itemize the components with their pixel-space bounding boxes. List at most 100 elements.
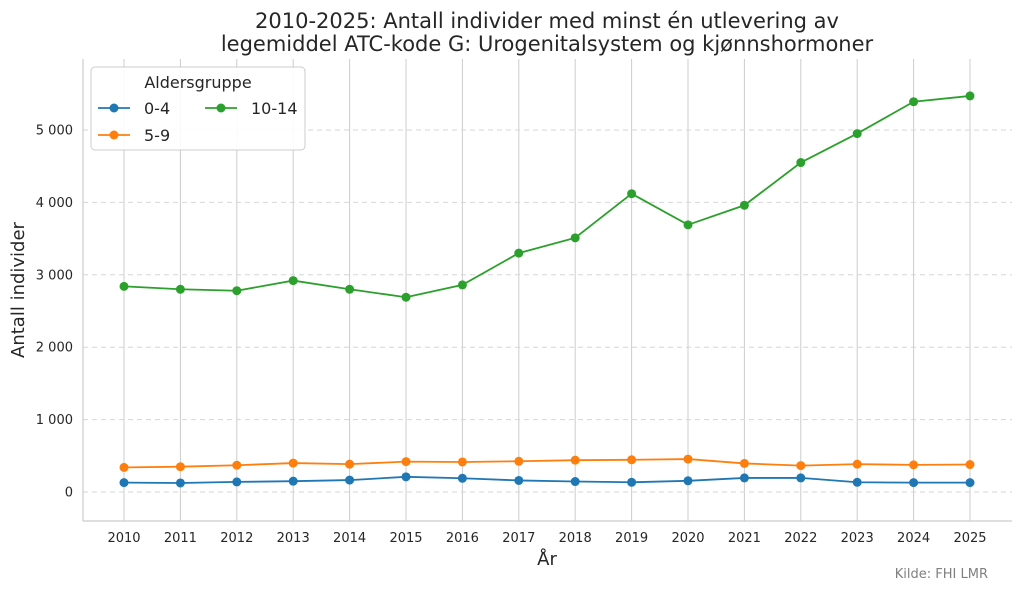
x-tick-label: 2014 [333,531,366,546]
data-point [457,280,467,290]
data-point [909,460,919,470]
series-line [123,95,971,299]
y-tick-label: 3 000 [36,268,73,283]
legend-label: 0-4 [144,99,170,118]
x-tick-label: 2020 [671,531,704,546]
data-point [288,276,298,286]
data-point [514,456,524,466]
data-point [232,286,242,296]
data-point [175,462,185,472]
source-note: Kilde: FHI LMR [895,567,988,582]
chart-title: 2010-2025: Antall individer med minst én… [221,9,874,56]
x-tick-label: 2010 [107,531,140,546]
series-0-4 [119,472,975,488]
data-point [175,284,185,294]
data-point [627,477,637,487]
x-tick-label: 2024 [897,531,930,546]
data-point [232,460,242,470]
data-point [288,458,298,468]
x-tick-label: 2016 [446,531,479,546]
legend-title: Aldersgruppe [144,73,251,92]
data-point [909,478,919,488]
y-tick-label: 5 000 [36,123,73,138]
data-point [457,473,467,483]
data-point [796,473,806,483]
data-point [570,455,580,465]
x-axis-label: År [537,548,557,570]
legend-marker [109,130,119,140]
x-tick-label: 2019 [615,531,648,546]
data-point [514,475,524,485]
x-tick-label: 2011 [164,531,197,546]
series-line [123,475,970,484]
data-point [401,472,411,482]
legend-marker [216,103,226,113]
data-point [175,478,185,488]
data-point [627,189,637,199]
data-point [796,158,806,168]
y-axis-label: Antall individer [8,221,29,358]
x-tick-label: 2025 [953,531,986,546]
data-point [345,459,355,469]
x-tick-label: 2018 [559,531,592,546]
legend-label: 5-9 [144,126,170,145]
chart-title-line-1: 2010-2025: Antall individer med minst én… [255,9,839,33]
data-point [683,454,693,464]
series-5-9 [119,454,975,472]
legend-item-5-9: 5-9 [98,126,170,145]
data-point [119,462,129,472]
data-point [401,292,411,302]
axes [82,59,1012,522]
x-tick-label: 2013 [277,531,310,546]
tick-labels: 2010 2011 2012 2013 2014 2015 2016 2017 2018 2019… [36,123,987,546]
y-tick-label: 2 000 [36,341,73,356]
data-point [796,461,806,471]
data-point [119,478,129,488]
x-tick-label: 2015 [389,531,422,546]
legend-box [90,66,306,151]
x-tick-label: 2022 [784,531,817,546]
x-tick-label: 2023 [841,531,874,546]
data-point [683,220,693,230]
legend-item-10-14: 10-14 [205,99,298,118]
data-point [570,233,580,243]
chart-title-line-2: legemiddel ATC-kode G: Urogenitalsystem … [221,32,874,56]
y-tick-label: 1 000 [36,413,73,428]
data-point [119,281,129,291]
data-point [457,457,467,467]
data-point [288,476,298,486]
data-point [401,457,411,467]
x-tick-label: 2017 [502,531,535,546]
y-tick-label: 0 [65,486,73,501]
data-point [232,477,242,487]
legend-marker [109,103,119,113]
series-10-14 [119,91,975,302]
data-point [345,475,355,485]
legend-label: 10-14 [251,99,298,118]
legend: Aldersgruppe 0-4 5-9 10-14 [90,66,306,151]
series-layer [119,91,975,488]
grid [83,59,1012,521]
y-tick-label: 4 000 [36,196,73,211]
data-point [852,459,862,469]
data-point [909,97,919,107]
series-line [123,458,971,469]
data-point [852,477,862,487]
data-point [514,248,524,258]
data-point [739,473,749,483]
x-tick-label: 2021 [728,531,761,546]
data-point [965,478,975,488]
data-point [627,455,637,465]
data-point [683,476,693,486]
legend-item-0-4: 0-4 [98,99,170,118]
x-tick-label: 2012 [220,531,253,546]
data-point [739,458,749,468]
data-point [739,200,749,210]
data-point [345,284,355,294]
data-point [570,477,580,487]
data-point [965,91,975,101]
data-point [852,129,862,139]
data-point [965,460,975,470]
